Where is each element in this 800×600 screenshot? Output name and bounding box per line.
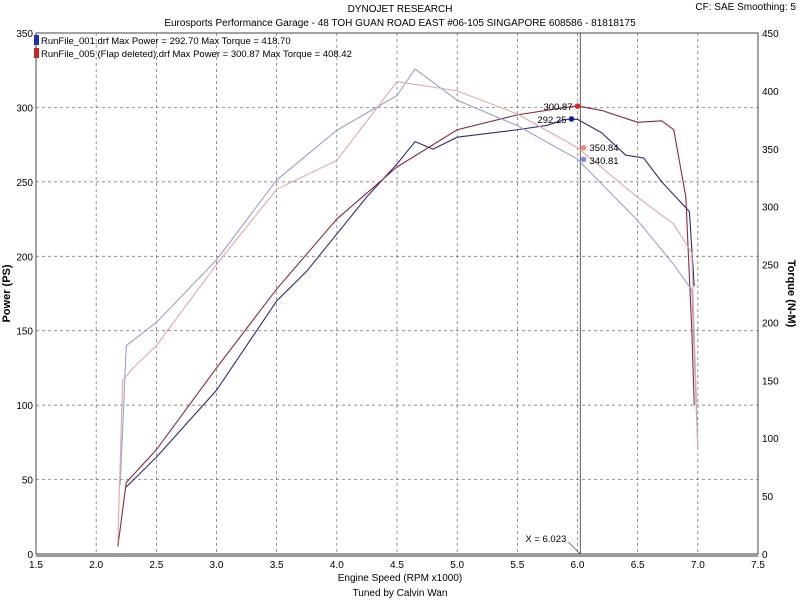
series-RunFile_001-power <box>125 118 695 488</box>
data-label-marker <box>574 103 581 109</box>
y2-tick-label: 0 <box>762 550 768 561</box>
y-tick-label: 250 <box>16 178 33 189</box>
legend-entry: RunFile_005 (Flap deleted).drf Max Power… <box>41 49 352 60</box>
x-tick-label: 1.5 <box>29 560 43 571</box>
y-tick-label: 350 <box>16 29 33 40</box>
y2-tick-label: 350 <box>762 145 779 156</box>
x-tick-label: 7.5 <box>751 560 765 571</box>
x-tick-label: 6.0 <box>571 560 585 571</box>
y2-tick-label: 150 <box>762 376 779 387</box>
y-tick-label: 150 <box>16 327 33 338</box>
x-tick-label: 6.5 <box>631 560 645 571</box>
y-tick-label: 200 <box>16 252 33 263</box>
chart-subtitle: Eurosports Performance Garage - 48 TOH G… <box>164 18 636 29</box>
cursor-leader <box>568 541 581 555</box>
footer-text: Tuned by Calvin Wan <box>352 588 448 599</box>
data-label: 300.87 <box>543 102 572 113</box>
x-tick-label: 3.0 <box>210 560 224 571</box>
data-label-marker <box>580 156 587 163</box>
y2-tick-label: 250 <box>762 261 779 272</box>
data-label: 350.84 <box>590 143 619 154</box>
y2-tick-label: 50 <box>762 492 774 503</box>
x-tick-label: 2.0 <box>89 560 103 571</box>
legend-entry: RunFile_001.drf Max Power = 292.70 Max T… <box>41 36 291 47</box>
y-tick-label: 100 <box>16 401 33 412</box>
data-label: 340.81 <box>590 156 619 167</box>
data-label: 292.25 <box>537 115 566 126</box>
series-RunFile_005-power <box>117 105 695 547</box>
cursor-label: X = 6.023 <box>525 534 566 545</box>
y2-axis-label: Torque (N-M) <box>785 260 797 328</box>
y-axis-label: Power (PS) <box>1 264 13 322</box>
y-tick-label: 0 <box>27 550 33 561</box>
chart-title: DYNOJET RESEARCH <box>347 4 453 15</box>
x-tick-label: 2.5 <box>149 560 163 571</box>
x-axis-label: Engine Speed (RPM x1000) <box>337 573 463 584</box>
y2-tick-label: 400 <box>762 87 779 98</box>
x-tick-label: 4.5 <box>390 560 404 571</box>
series-RunFile_001-torque <box>119 68 699 485</box>
x-tick-label: 3.5 <box>270 560 284 571</box>
y-tick-label: 50 <box>22 476 34 487</box>
legend-swatch <box>34 35 39 45</box>
y2-tick-label: 450 <box>762 29 779 40</box>
y-tick-label: 300 <box>16 103 33 114</box>
series-RunFile_005-torque <box>117 81 699 543</box>
x-axis-bar <box>36 554 758 557</box>
settings-readout: CF: SAE Smoothing: 5 <box>695 2 796 13</box>
x-tick-label: 5.5 <box>510 560 524 571</box>
x-tick-label: 7.0 <box>691 560 705 571</box>
y2-tick-label: 100 <box>762 434 779 445</box>
data-label-marker <box>568 116 575 122</box>
x-tick-label: 4.0 <box>330 560 344 571</box>
x-tick-label: 5.0 <box>450 560 464 571</box>
y2-tick-label: 200 <box>762 318 779 329</box>
y2-tick-label: 300 <box>762 203 779 214</box>
data-label-marker <box>580 145 587 151</box>
legend-swatch <box>34 48 39 58</box>
